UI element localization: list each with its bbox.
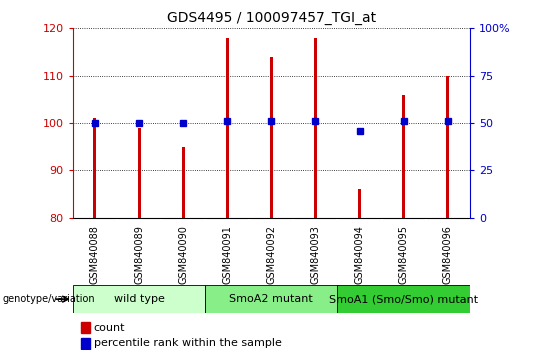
Title: GDS4495 / 100097457_TGI_at: GDS4495 / 100097457_TGI_at bbox=[167, 11, 376, 24]
Bar bbox=[81, 338, 90, 349]
Text: GSM840093: GSM840093 bbox=[310, 225, 320, 284]
Bar bbox=[226, 38, 229, 218]
Text: percentile rank within the sample: percentile rank within the sample bbox=[93, 338, 281, 348]
Bar bbox=[205, 285, 338, 313]
Text: GSM840094: GSM840094 bbox=[355, 225, 365, 284]
Text: GSM840095: GSM840095 bbox=[399, 225, 409, 284]
Bar bbox=[73, 285, 205, 313]
Bar bbox=[81, 322, 90, 333]
Text: genotype/variation: genotype/variation bbox=[3, 294, 96, 304]
Text: wild type: wild type bbox=[113, 294, 165, 304]
Bar bbox=[446, 76, 449, 218]
Text: GSM840091: GSM840091 bbox=[222, 225, 232, 284]
Text: GSM840096: GSM840096 bbox=[443, 225, 453, 284]
Bar bbox=[138, 128, 140, 218]
Bar bbox=[270, 57, 273, 218]
Text: GSM840090: GSM840090 bbox=[178, 225, 188, 284]
Text: SmoA1 (Smo/Smo) mutant: SmoA1 (Smo/Smo) mutant bbox=[329, 294, 478, 304]
Bar bbox=[314, 38, 317, 218]
Bar bbox=[402, 95, 405, 218]
Text: GSM840092: GSM840092 bbox=[266, 225, 276, 284]
Bar bbox=[181, 147, 185, 218]
Bar bbox=[338, 285, 470, 313]
Text: GSM840089: GSM840089 bbox=[134, 225, 144, 284]
Bar bbox=[358, 189, 361, 218]
Text: SmoA2 mutant: SmoA2 mutant bbox=[230, 294, 313, 304]
Bar bbox=[93, 118, 97, 218]
Text: count: count bbox=[93, 322, 125, 332]
Text: GSM840088: GSM840088 bbox=[90, 225, 100, 284]
